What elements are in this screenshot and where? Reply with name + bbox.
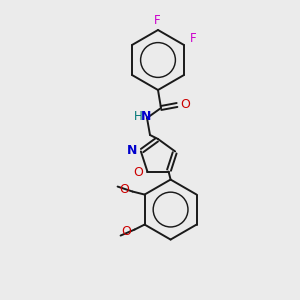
Text: O: O [120, 183, 130, 196]
Text: H: H [134, 110, 142, 124]
Text: N: N [127, 144, 137, 157]
Text: O: O [122, 225, 131, 238]
Text: O: O [180, 98, 190, 110]
Text: F: F [190, 32, 196, 44]
Text: N: N [141, 110, 151, 124]
Text: F: F [154, 14, 160, 28]
Text: O: O [134, 166, 143, 179]
